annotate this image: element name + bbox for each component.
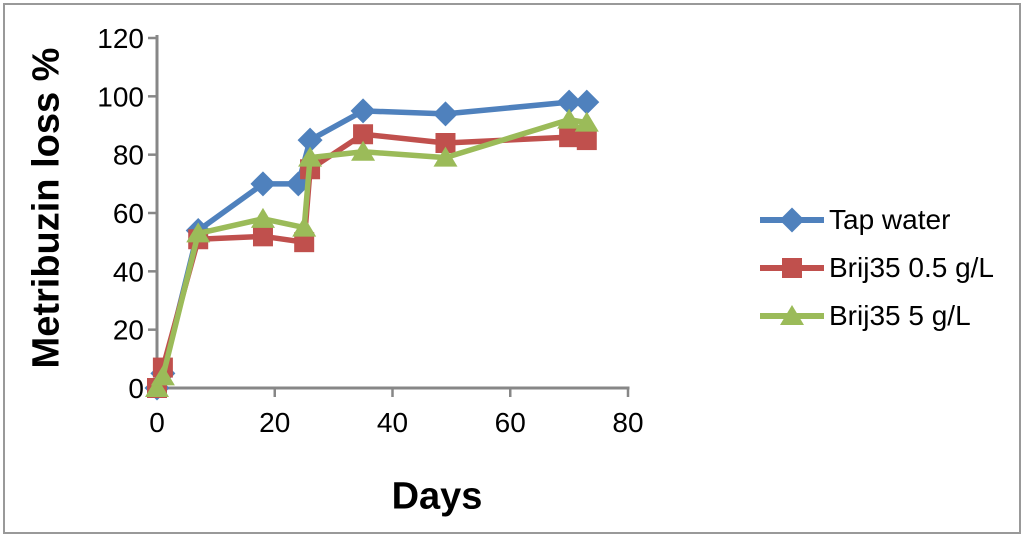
series-marker-triangle — [292, 216, 317, 237]
legend-label-brij35-05: Brij35 0.5 g/L — [829, 252, 994, 283]
series-brij35-0-5-g-l — [147, 124, 597, 398]
legend-item-brij35-5: Brij35 5 g/L — [757, 300, 994, 331]
series-marker-square — [294, 232, 315, 253]
series-marker-triangle — [780, 305, 804, 325]
legend-item-tap-water: Tap water — [757, 204, 994, 235]
series-marker-square — [353, 124, 374, 145]
series-brij35-5-g-l — [145, 108, 599, 397]
series-marker-triangle — [557, 108, 582, 129]
legend-marker-triangle-icon — [760, 305, 824, 325]
y-tick-label: 80 — [113, 140, 144, 171]
series-marker-diamond — [779, 207, 805, 233]
legend-marker-diamond-icon — [760, 207, 824, 233]
y-tick-label: 20 — [113, 315, 144, 346]
series-marker-triangle — [250, 207, 275, 228]
series-marker-square — [559, 127, 580, 148]
series-marker-square — [252, 226, 273, 247]
x-tick-label: 20 — [259, 407, 290, 438]
legend-label-brij35-5: Brij35 5 g/L — [829, 300, 971, 331]
series-marker-triangle — [433, 146, 458, 167]
chart-legend: Tap water Brij35 0.5 g/L Brij35 5 g/L — [757, 204, 994, 331]
series-marker-triangle — [145, 377, 169, 397]
y-tick-label: 60 — [113, 198, 144, 229]
series-marker-square — [782, 258, 802, 278]
y-tick-label: 40 — [113, 256, 144, 287]
series-marker-triangle — [351, 140, 376, 161]
series-marker-diamond — [574, 89, 600, 115]
y-axis-title: Metribuzin loss % — [25, 47, 68, 369]
series-marker-triangle — [186, 222, 211, 243]
y-tick-label: 100 — [97, 81, 144, 112]
x-axis-title: Days — [391, 475, 483, 518]
series-marker-square — [435, 133, 456, 153]
series-line — [154, 131, 588, 389]
series-marker-square — [576, 130, 597, 151]
series-marker-triangle — [574, 111, 599, 132]
series-marker-diamond — [250, 171, 276, 197]
x-tick-label: 80 — [612, 407, 643, 438]
series-marker-diamond — [556, 89, 582, 115]
x-tick-label: 40 — [377, 407, 408, 438]
legend-label-tap-water: Tap water — [829, 204, 951, 235]
x-tick-label: 60 — [495, 407, 526, 438]
series-marker-triangle — [298, 146, 323, 167]
series-marker-triangle — [150, 365, 175, 386]
series-line — [154, 116, 588, 390]
legend-item-brij35-05: Brij35 0.5 g/L — [757, 252, 994, 283]
series-marker-diamond — [297, 127, 323, 153]
y-tick-label: 0 — [128, 373, 144, 404]
series-marker-diamond — [432, 101, 458, 127]
x-tick-label: 0 — [149, 407, 165, 438]
y-tick-label: 120 — [97, 23, 144, 54]
legend-marker-square-icon — [760, 258, 824, 278]
series-marker-diamond — [350, 98, 376, 124]
series-line — [154, 99, 587, 390]
